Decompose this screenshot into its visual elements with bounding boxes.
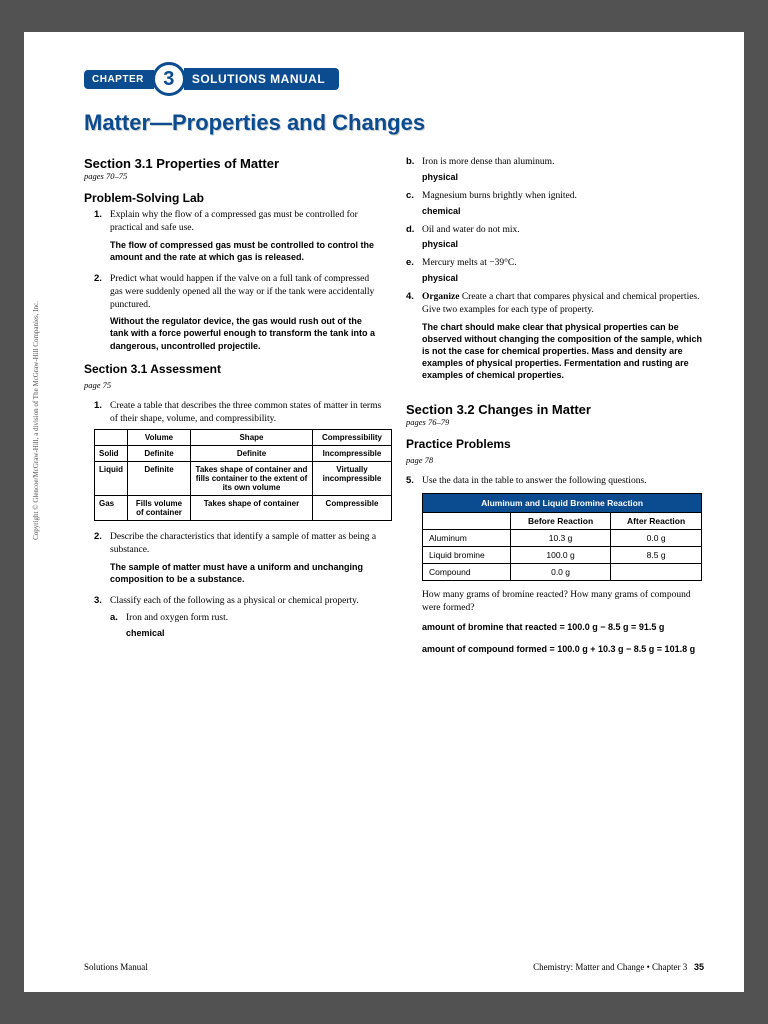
q3-a: a. Iron and oxygen form rust. — [84, 612, 382, 625]
right-column: b. Iron is more dense than aluminum. phy… — [406, 156, 704, 665]
q3-b-answer: physical — [406, 172, 704, 182]
q3-b: b. Iron is more dense than aluminum. — [406, 156, 704, 169]
problem-solving-lab-heading: Problem-Solving Lab — [84, 191, 382, 205]
q3-d-answer: physical — [406, 239, 704, 249]
q5: 5. Use the data in the table to answer t… — [406, 475, 704, 488]
page-title: Matter—Properties and Changes — [84, 110, 704, 136]
assess-q4: 4. Organize Create a chart that compares… — [406, 291, 704, 317]
chapter-label: CHAPTER — [84, 70, 154, 89]
reaction-table: Aluminum and Liquid Bromine Reaction Bef… — [422, 493, 702, 581]
states-of-matter-table: Volume Shape Compressibility Solid Defin… — [94, 429, 392, 521]
practice-problems-heading: Practice Problems — [406, 437, 704, 451]
solutions-manual-label: SOLUTIONS MANUAL — [184, 68, 339, 90]
q5-followup: How many grams of bromine reacted? How m… — [406, 589, 704, 615]
page-footer: Solutions Manual Chemistry: Matter and C… — [84, 962, 704, 972]
assess-q2-answer: The sample of matter must have a uniform… — [84, 561, 382, 585]
q5-answer-2: amount of compound formed = 100.0 g + 10… — [406, 643, 704, 655]
q2-answer: Without the regulator device, the gas wo… — [84, 315, 382, 351]
assess-q3: 3. Classify each of the following as a p… — [84, 595, 382, 608]
section-3-1-heading: Section 3.1 Properties of Matter — [84, 156, 382, 171]
chapter-bar: CHAPTER 3 SOLUTIONS MANUAL — [84, 62, 704, 96]
assess-q2: 2. Describe the characteristics that ide… — [84, 531, 382, 557]
q5-answer-1: amount of bromine that reacted = 100.0 g… — [406, 621, 704, 633]
chapter-number: 3 — [152, 62, 186, 96]
q3-e-answer: physical — [406, 273, 704, 283]
q2: 2. Predict what would happen if the valv… — [84, 273, 382, 311]
q3-c-answer: chemical — [406, 206, 704, 216]
footer-right: Chemistry: Matter and Change • Chapter 3… — [533, 962, 704, 972]
assessment-pages: page 75 — [84, 380, 382, 390]
assess-q1: 1. Create a table that describes the thr… — [84, 400, 382, 426]
q3-d: d. Oil and water do not mix. — [406, 224, 704, 237]
copyright-text: Copyright © Glencoe/McGraw-Hill, a divis… — [32, 301, 40, 540]
section-3-1-pages: pages 70–75 — [84, 171, 382, 181]
q3-c: c. Magnesium burns brightly when ignited… — [406, 190, 704, 203]
textbook-page: Copyright © Glencoe/McGraw-Hill, a divis… — [24, 32, 744, 992]
section-3-2-heading: Section 3.2 Changes in Matter — [406, 402, 704, 417]
content-columns: Section 3.1 Properties of Matter pages 7… — [84, 156, 704, 665]
section-3-2-pages: pages 76–79 — [406, 417, 704, 427]
assess-q4-answer: The chart should make clear that physica… — [406, 321, 704, 382]
left-column: Section 3.1 Properties of Matter pages 7… — [84, 156, 382, 665]
footer-left: Solutions Manual — [84, 962, 148, 972]
q1-answer: The flow of compressed gas must be contr… — [84, 239, 382, 263]
q3-e: e. Mercury melts at −39°C. — [406, 257, 704, 270]
assessment-heading: Section 3.1 Assessment — [84, 362, 382, 376]
practice-problems-page: page 78 — [406, 455, 704, 465]
q3-a-answer: chemical — [84, 628, 382, 638]
q1: 1. Explain why the flow of a compressed … — [84, 209, 382, 235]
